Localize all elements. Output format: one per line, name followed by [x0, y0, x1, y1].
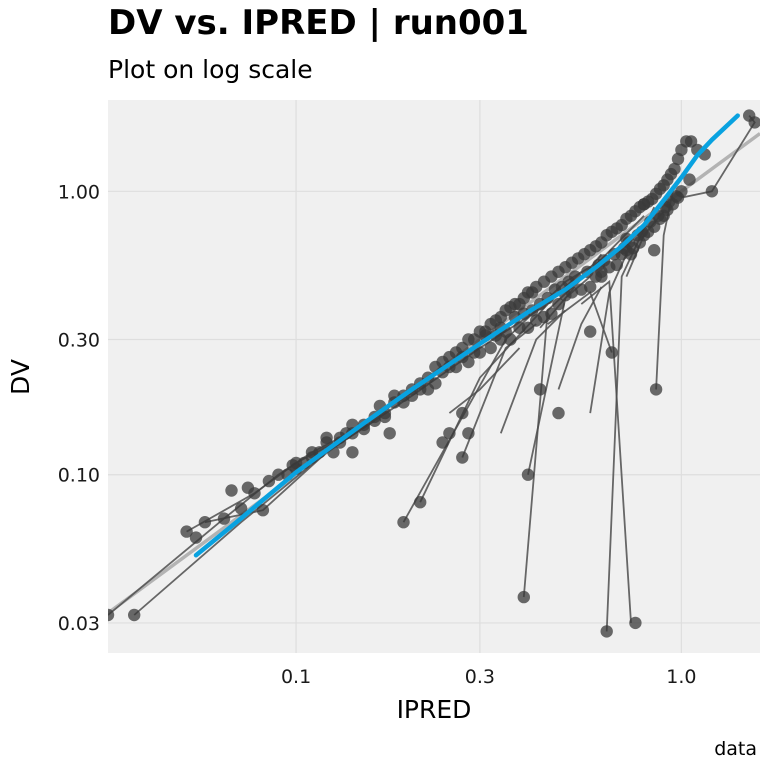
data-point: [637, 198, 651, 211]
x-axis-title: IPRED: [397, 695, 472, 724]
connect-line: [557, 286, 603, 390]
y-tick-label: 0.10: [58, 465, 100, 487]
data-point: [552, 297, 565, 311]
data-point: [429, 377, 442, 390]
data-point: [533, 383, 547, 396]
data-point: [180, 525, 193, 538]
chart-subtitle: Plot on log scale: [108, 55, 313, 84]
data-point: [189, 531, 203, 544]
data-point: [513, 321, 526, 334]
data-point: [629, 616, 642, 630]
y-axis-title: DV: [6, 359, 35, 395]
data-point: [262, 474, 276, 488]
data-point: [649, 383, 663, 396]
y-tick-labels: 0.03 0.10 0.30 1.00: [58, 181, 100, 635]
data-point: [256, 504, 270, 517]
data-point: [128, 608, 141, 622]
data-point: [462, 427, 475, 440]
data-point: [108, 608, 115, 622]
data-point: [648, 244, 661, 257]
data-point: [414, 496, 427, 509]
data-point: [217, 512, 231, 525]
x-tick-labels: 0.1 0.3 1.0: [281, 666, 697, 688]
data-point: [670, 190, 683, 203]
data-point: [517, 590, 530, 604]
x-tick-label: 0.1: [281, 666, 311, 688]
data-point: [456, 451, 469, 464]
data-point: [584, 280, 597, 294]
data-point: [684, 135, 698, 148]
y-tick-label: 1.00: [58, 181, 100, 203]
data-point: [624, 248, 638, 261]
data-point: [456, 406, 469, 420]
chart-title: DV vs. IPRED | run001: [108, 3, 529, 43]
data-point: [484, 341, 497, 355]
data-point: [198, 516, 212, 529]
x-tick-label: 0.3: [465, 666, 495, 688]
connect-line: [580, 279, 632, 623]
smooth-line-group: [193, 113, 740, 558]
data-point: [705, 185, 719, 198]
x-tick-label: 1.0: [666, 666, 696, 688]
data-point: [225, 484, 238, 497]
data-point: [443, 427, 456, 440]
data-point: [272, 468, 285, 481]
chart-caption: data: [714, 738, 757, 760]
data-point: [346, 446, 359, 459]
y-tick-label: 0.30: [58, 330, 100, 352]
connect-line: [499, 309, 567, 434]
smooth-line: [193, 113, 740, 558]
data-point: [584, 325, 597, 338]
data-point: [436, 436, 449, 449]
connect-line: [448, 347, 521, 414]
data-point: [378, 410, 392, 424]
data-point: [605, 346, 618, 359]
data-point: [248, 487, 261, 500]
data-point: [397, 516, 410, 529]
data-point: [521, 321, 535, 334]
data-point: [320, 431, 333, 444]
data-point: [668, 162, 681, 176]
data-point: [683, 173, 696, 186]
data-point: [521, 468, 535, 481]
data-point: [595, 270, 608, 283]
data-point: [748, 116, 760, 129]
data-point: [383, 427, 396, 440]
data-point: [610, 258, 623, 272]
data-point: [234, 502, 248, 515]
y-tick-label: 0.03: [58, 613, 100, 635]
data-point: [545, 307, 558, 320]
data-point: [552, 406, 565, 420]
data-point: [600, 625, 613, 638]
